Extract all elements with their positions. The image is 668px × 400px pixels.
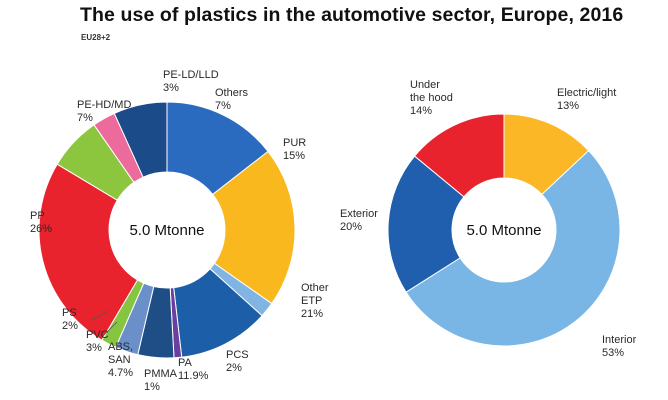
slice-label-pa: PA 11.9% <box>178 357 209 382</box>
leader-line <box>103 321 118 336</box>
slice-label-interior: Interior 53% <box>602 334 637 359</box>
slice-label-pe-hd-md: PE-HD/MD 7% <box>77 99 131 124</box>
slice-label-abs-san: ABS, SAN 4.7% <box>108 341 133 379</box>
slice-under-the-hood <box>413 113 505 198</box>
leader-line <box>91 310 109 321</box>
slice-label-pur: PUR 15% <box>283 137 306 162</box>
slice-label-under-the-hood: Under the hood 14% <box>410 79 453 117</box>
slice-label-pp: PP 26% <box>30 210 52 235</box>
slice-exterior <box>387 155 465 293</box>
chart-title: The use of plastics in the automotive se… <box>80 4 624 26</box>
slice-label-pcs: PCS 2% <box>226 349 249 374</box>
slice-pp <box>38 163 139 341</box>
slice-label-electric-light: Electric/light 13% <box>557 87 616 112</box>
slice-label-pvc: PVC 3% <box>86 329 109 354</box>
slice-label-pe-ld-lld: PE-LD/LLD 3% <box>163 69 219 94</box>
slice-label-ps: PS 2% <box>62 307 78 332</box>
slice-other-etp <box>212 150 296 305</box>
center-label: 5.0 Mtonne <box>129 222 204 239</box>
slice-interior <box>405 149 621 347</box>
slice-label-pmma: PMMA 1% <box>144 368 178 393</box>
slice-label-exterior: Exterior 20% <box>340 208 378 233</box>
slice-label-others: Others 7% <box>215 87 249 112</box>
slice-label-other-etp: Other ETP 21% <box>301 282 329 320</box>
slice-others <box>113 101 168 178</box>
center-label: 5.0 Mtonne <box>466 222 541 239</box>
donut-chart-applications: 5.0 Mtonne Electric/light 13% Interior 53% Ex… <box>340 79 637 359</box>
chart-subtitle: EU28+2 <box>81 33 111 42</box>
